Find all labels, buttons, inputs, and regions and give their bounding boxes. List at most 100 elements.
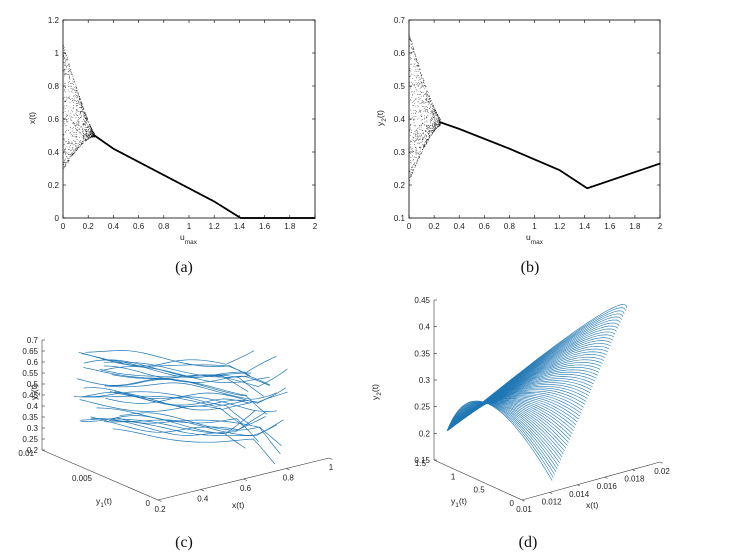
data-point <box>432 110 434 112</box>
panel-d-zlabel: y2(t) <box>370 384 383 400</box>
data-point <box>419 154 420 156</box>
data-point <box>410 146 412 148</box>
data-point <box>429 133 431 135</box>
trajectory-curve <box>446 402 563 458</box>
data-point <box>418 75 419 77</box>
data-point <box>74 140 75 142</box>
data-point <box>64 165 66 167</box>
data-point <box>429 125 430 127</box>
data-point <box>65 140 66 142</box>
y-tick-label: 0.8 <box>48 82 60 91</box>
data-point <box>434 123 435 125</box>
data-point <box>68 71 69 72</box>
data-point <box>71 120 73 122</box>
data-point <box>72 99 74 101</box>
z-tick-label: 0.5 <box>27 380 39 389</box>
data-point <box>89 128 90 129</box>
data-point <box>82 113 84 115</box>
data-point <box>417 130 419 132</box>
data-point <box>433 113 435 114</box>
data-point <box>77 130 79 131</box>
data-point <box>412 84 414 86</box>
data-point <box>72 122 74 124</box>
data-point <box>428 125 430 127</box>
data-point <box>415 147 416 148</box>
x-tick-mark <box>286 468 290 471</box>
data-point <box>434 113 436 115</box>
data-point <box>431 111 432 112</box>
data-point <box>70 155 72 156</box>
data-point <box>429 127 431 129</box>
data-point <box>76 95 78 96</box>
data-point <box>68 65 70 67</box>
z-tick-label: 0.25 <box>22 435 38 444</box>
data-point <box>421 92 423 94</box>
data-point <box>422 139 423 141</box>
x-tick-label: 0.2 <box>154 505 166 514</box>
data-point <box>412 46 413 48</box>
data-point <box>84 120 85 122</box>
z-tick-label: 0.65 <box>22 347 38 356</box>
data-point <box>92 130 94 132</box>
trajectory-curve <box>80 391 244 426</box>
data-point <box>419 83 421 85</box>
data-point <box>75 112 77 114</box>
data-point <box>414 54 416 55</box>
data-point <box>64 119 65 120</box>
data-point <box>92 134 94 136</box>
data-point <box>76 97 78 99</box>
data-point <box>410 75 411 77</box>
data-point <box>83 140 84 142</box>
data-point <box>64 159 66 161</box>
data-point <box>68 149 69 150</box>
data-point <box>78 122 79 123</box>
data-point <box>83 107 84 109</box>
data-point <box>429 136 431 138</box>
data-point <box>78 123 80 125</box>
data-point <box>425 109 427 110</box>
data-point <box>86 119 88 120</box>
data-point <box>81 107 82 109</box>
data-point <box>425 143 427 145</box>
data-point <box>414 70 416 72</box>
data-point <box>426 93 428 94</box>
panel-b-points <box>408 33 661 190</box>
data-point <box>438 125 440 127</box>
data-point <box>84 134 86 136</box>
data-point <box>429 96 431 97</box>
data-point <box>414 162 416 164</box>
data-point <box>421 100 423 102</box>
panel-d: 0.01 0.012 0.014 0.016 0.018 0.02 0 0.5 1 1.50.15… <box>370 296 670 551</box>
data-point <box>87 132 89 134</box>
data-point <box>409 130 411 132</box>
data-point <box>419 88 421 89</box>
data-point <box>87 127 89 129</box>
x-tick-label: 2 <box>658 222 663 231</box>
data-point <box>80 140 82 141</box>
trajectory-curve <box>109 387 286 404</box>
data-point <box>409 170 411 172</box>
data-point <box>64 75 65 77</box>
data-point <box>409 148 411 150</box>
data-point <box>74 94 75 96</box>
z-tick-label: 0.4 <box>27 402 39 411</box>
data-point <box>433 105 434 107</box>
trajectory-curve <box>103 378 268 415</box>
x-tick-label: 1.2 <box>554 222 566 231</box>
data-point <box>66 130 68 132</box>
data-point <box>64 101 65 103</box>
data-point <box>417 105 418 107</box>
panel-c-caption: (c) <box>175 534 193 551</box>
data-point <box>420 110 421 112</box>
data-point <box>64 131 66 133</box>
data-point <box>436 121 437 123</box>
data-point <box>80 105 82 107</box>
data-point <box>86 127 88 128</box>
data-point <box>90 126 92 128</box>
data-point <box>88 126 90 128</box>
data-point <box>68 97 69 99</box>
data-point <box>75 99 76 101</box>
data-point <box>84 121 86 122</box>
data-point <box>71 136 73 137</box>
